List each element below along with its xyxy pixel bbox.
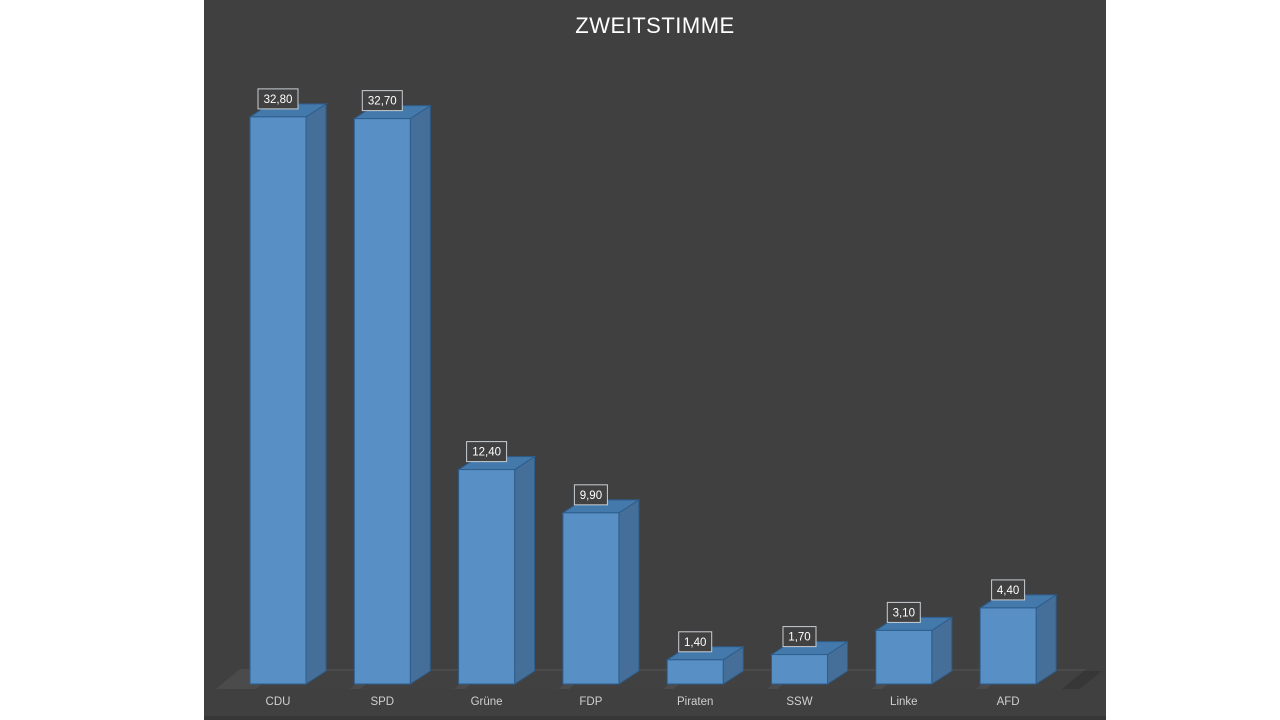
bar-Linke bbox=[874, 616, 954, 685]
bar-front-face bbox=[979, 607, 1037, 685]
data-label-box bbox=[257, 88, 299, 110]
data-label-box bbox=[573, 484, 608, 506]
category-label-AFD: AFD bbox=[997, 696, 1020, 708]
data-label-text: 12,40 bbox=[472, 447, 501, 459]
bar-SPD bbox=[352, 104, 432, 685]
bar-SSW bbox=[769, 640, 850, 685]
bar-front-face bbox=[562, 512, 620, 685]
data-label-AFD: 4,40 bbox=[991, 579, 1026, 601]
bar-front-face bbox=[458, 469, 516, 685]
category-label-CDU: CDU bbox=[266, 696, 291, 708]
data-label-SSW: 1,70 bbox=[782, 626, 817, 648]
data-label-text: 32,80 bbox=[264, 94, 293, 106]
category-label-FDP: FDP bbox=[579, 696, 602, 708]
bar-front-face bbox=[771, 654, 828, 685]
plot-area: 32,80 CDU 32,70 SPD 12,40 Grüne 9,90 FDP 1,40 Pir… bbox=[204, 88, 1106, 720]
bar-front-face bbox=[666, 659, 724, 685]
category-label-Linke: Linke bbox=[890, 696, 918, 708]
data-label-text: 1,70 bbox=[788, 632, 810, 644]
chart-title: ZWEITSTIMME bbox=[575, 13, 735, 38]
chart-floor bbox=[216, 669, 1086, 689]
data-label-box bbox=[678, 631, 713, 653]
category-label-SSW: SSW bbox=[786, 696, 812, 708]
data-label-text: 1,40 bbox=[684, 637, 706, 649]
data-label-text: 32,70 bbox=[368, 96, 397, 108]
bar-side-face bbox=[305, 102, 327, 685]
data-label-Grüne: 12,40 bbox=[466, 441, 508, 463]
data-label-box bbox=[991, 579, 1026, 601]
bar-CDU bbox=[248, 102, 328, 685]
data-label-box bbox=[361, 90, 403, 112]
category-label-Piraten: Piraten bbox=[677, 696, 713, 708]
data-label-box bbox=[886, 601, 921, 623]
bar-front-face bbox=[249, 116, 307, 685]
data-label-Piraten: 1,40 bbox=[678, 631, 713, 653]
bar-side-face bbox=[1035, 594, 1057, 685]
category-label-Grüne: Grüne bbox=[471, 696, 503, 708]
data-label-FDP: 9,90 bbox=[573, 484, 608, 506]
chart-bottom-edge bbox=[204, 716, 1106, 720]
bar-Piraten bbox=[665, 645, 745, 685]
data-label-box bbox=[782, 626, 817, 648]
data-label-Linke: 3,10 bbox=[886, 601, 921, 623]
data-label-text: 3,10 bbox=[893, 607, 915, 619]
bar-AFD bbox=[978, 594, 1058, 685]
bar-Grüne bbox=[456, 455, 537, 685]
bar-side-face bbox=[409, 104, 431, 685]
chart-area: ZWEITSTIMME 32,80 CDU 32,70 SPD 12,40 Grüne 9,… bbox=[204, 0, 1106, 720]
bar-side-face bbox=[514, 455, 536, 685]
bar-front-face bbox=[875, 629, 933, 685]
data-label-SPD: 32,70 bbox=[361, 90, 403, 112]
data-label-box bbox=[466, 441, 508, 463]
data-label-text: 9,90 bbox=[580, 490, 602, 502]
bar-side-face bbox=[618, 498, 640, 685]
data-label-text: 4,40 bbox=[997, 585, 1019, 597]
category-label-SPD: SPD bbox=[370, 696, 394, 708]
bar-front-face bbox=[353, 118, 411, 685]
data-label-CDU: 32,80 bbox=[257, 88, 299, 110]
bar-FDP bbox=[561, 498, 641, 685]
